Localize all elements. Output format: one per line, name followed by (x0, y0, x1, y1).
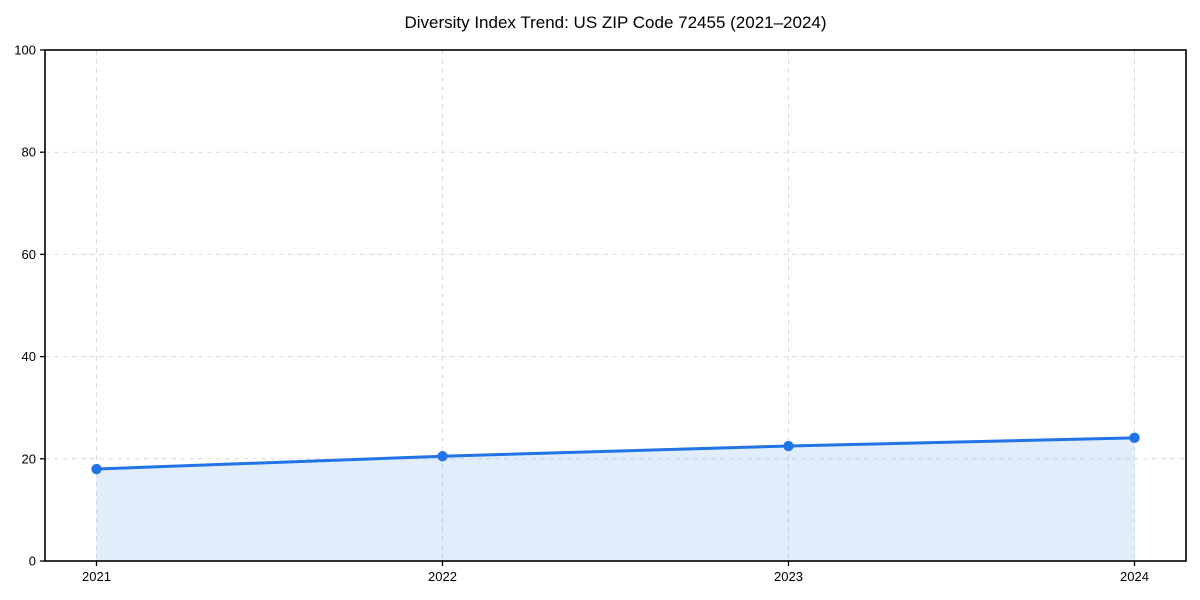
x-tick-label: 2023 (774, 569, 803, 584)
y-tick-label: 60 (22, 247, 36, 262)
plot-frame (44, 49, 1187, 562)
data-point-marker (783, 440, 794, 452)
chart-title: Diversity Index Trend: US ZIP Code 72455… (404, 13, 827, 32)
trend-line (95, 436, 1136, 471)
y-tick-label: 0 (29, 554, 36, 569)
data-point-marker (437, 451, 448, 462)
y-tick-label: 100 (14, 43, 36, 58)
x-tick-label: 2024 (1120, 569, 1149, 584)
area-fill (96, 437, 1135, 561)
y-tick-label: 40 (22, 349, 36, 364)
data-point-marker (91, 463, 102, 475)
y-tick-label: 20 (22, 451, 36, 466)
x-tick-label: 2022 (428, 569, 457, 584)
y-tick-label: 80 (22, 145, 36, 160)
data-point-marker (1129, 432, 1140, 444)
x-tick-label: 2021 (82, 569, 111, 584)
